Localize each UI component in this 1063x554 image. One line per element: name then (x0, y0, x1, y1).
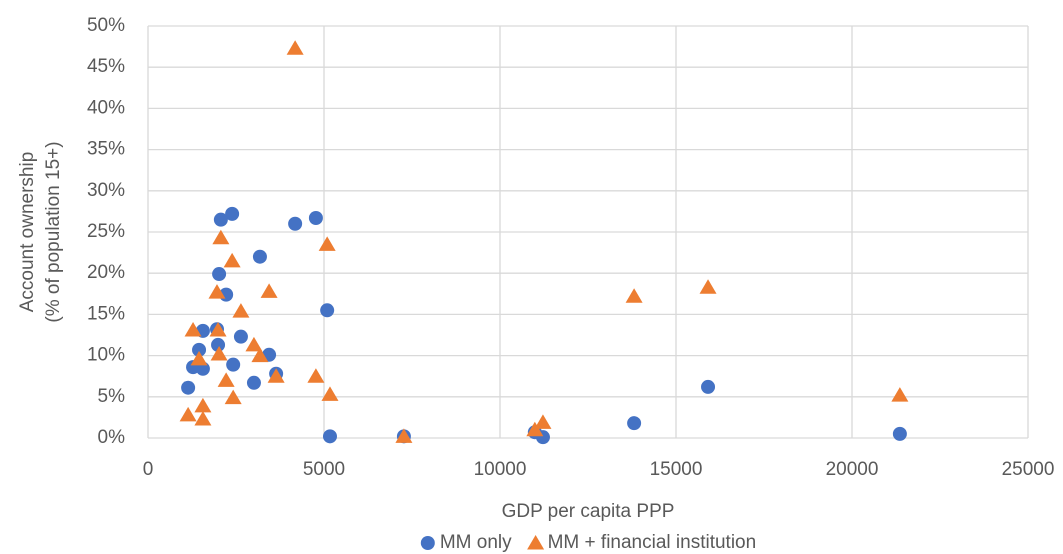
data-point (190, 350, 208, 366)
y-tick-label: 10% (87, 345, 125, 366)
data-point (179, 406, 197, 422)
x-tick-label: 20000 (826, 459, 879, 480)
y-tick-label: 15% (87, 303, 125, 324)
y-axis-label: (% of population 15+) (43, 141, 64, 322)
y-tick-label: 5% (98, 386, 126, 407)
data-point (625, 288, 643, 303)
data-point (267, 368, 285, 383)
x-tick-label: 5000 (303, 459, 345, 480)
x-axis-label: GDP per capita PPP (502, 501, 675, 522)
data-point (224, 389, 242, 405)
y-tick-label: 35% (87, 139, 125, 160)
data-point (891, 387, 909, 402)
x-tick-label: 10000 (474, 459, 527, 480)
data-point (213, 212, 228, 227)
legend-marker (420, 536, 435, 550)
data-point (322, 429, 337, 444)
data-point (184, 322, 202, 337)
data-point (701, 379, 716, 394)
data-point (232, 303, 250, 318)
y-tick-label: 20% (87, 262, 125, 283)
data-point (308, 210, 323, 225)
y-tick-label: 40% (87, 97, 125, 118)
y-tick-label: 50% (87, 15, 125, 36)
data-point (233, 329, 248, 344)
y-axis-label: Account ownership (17, 152, 38, 313)
data-point (251, 347, 269, 363)
data-point (208, 284, 226, 299)
data-point (307, 368, 325, 383)
legend-label: MM only (440, 532, 512, 553)
data-point (288, 216, 303, 231)
data-point (534, 414, 552, 429)
data-point (211, 337, 226, 352)
y-tick-label: 25% (87, 221, 125, 242)
data-point (212, 267, 227, 282)
data-point (318, 236, 336, 251)
data-point (526, 421, 544, 437)
data-point (246, 375, 261, 390)
y-tick-label: 0% (98, 427, 126, 448)
data-point (194, 411, 212, 426)
x-tick-label: 15000 (650, 459, 703, 480)
y-tick-label: 30% (87, 180, 125, 201)
data-point (252, 249, 267, 264)
legend-marker (527, 535, 545, 550)
data-point (209, 322, 227, 337)
data-point (212, 229, 230, 245)
data-point (320, 303, 335, 318)
data-point (260, 283, 278, 298)
data-point (181, 380, 196, 395)
data-point (192, 342, 207, 357)
data-point (286, 40, 304, 55)
data-point (223, 252, 241, 268)
data-point (194, 397, 212, 413)
data-point (321, 386, 339, 401)
data-point (225, 206, 240, 221)
data-point (395, 428, 413, 443)
data-point (226, 357, 241, 372)
data-point (892, 426, 907, 441)
data-point (627, 416, 642, 431)
x-tick-label: 0 (143, 459, 154, 480)
legend-label: MM + financial institution (548, 532, 757, 553)
data-point (210, 345, 228, 361)
legend: MM only MM + financial institution (420, 532, 757, 553)
x-tick-label: 25000 (1002, 459, 1055, 480)
y-tick-label: 45% (87, 56, 125, 77)
data-point (217, 372, 235, 387)
data-point (245, 336, 263, 352)
data-point (699, 279, 717, 294)
